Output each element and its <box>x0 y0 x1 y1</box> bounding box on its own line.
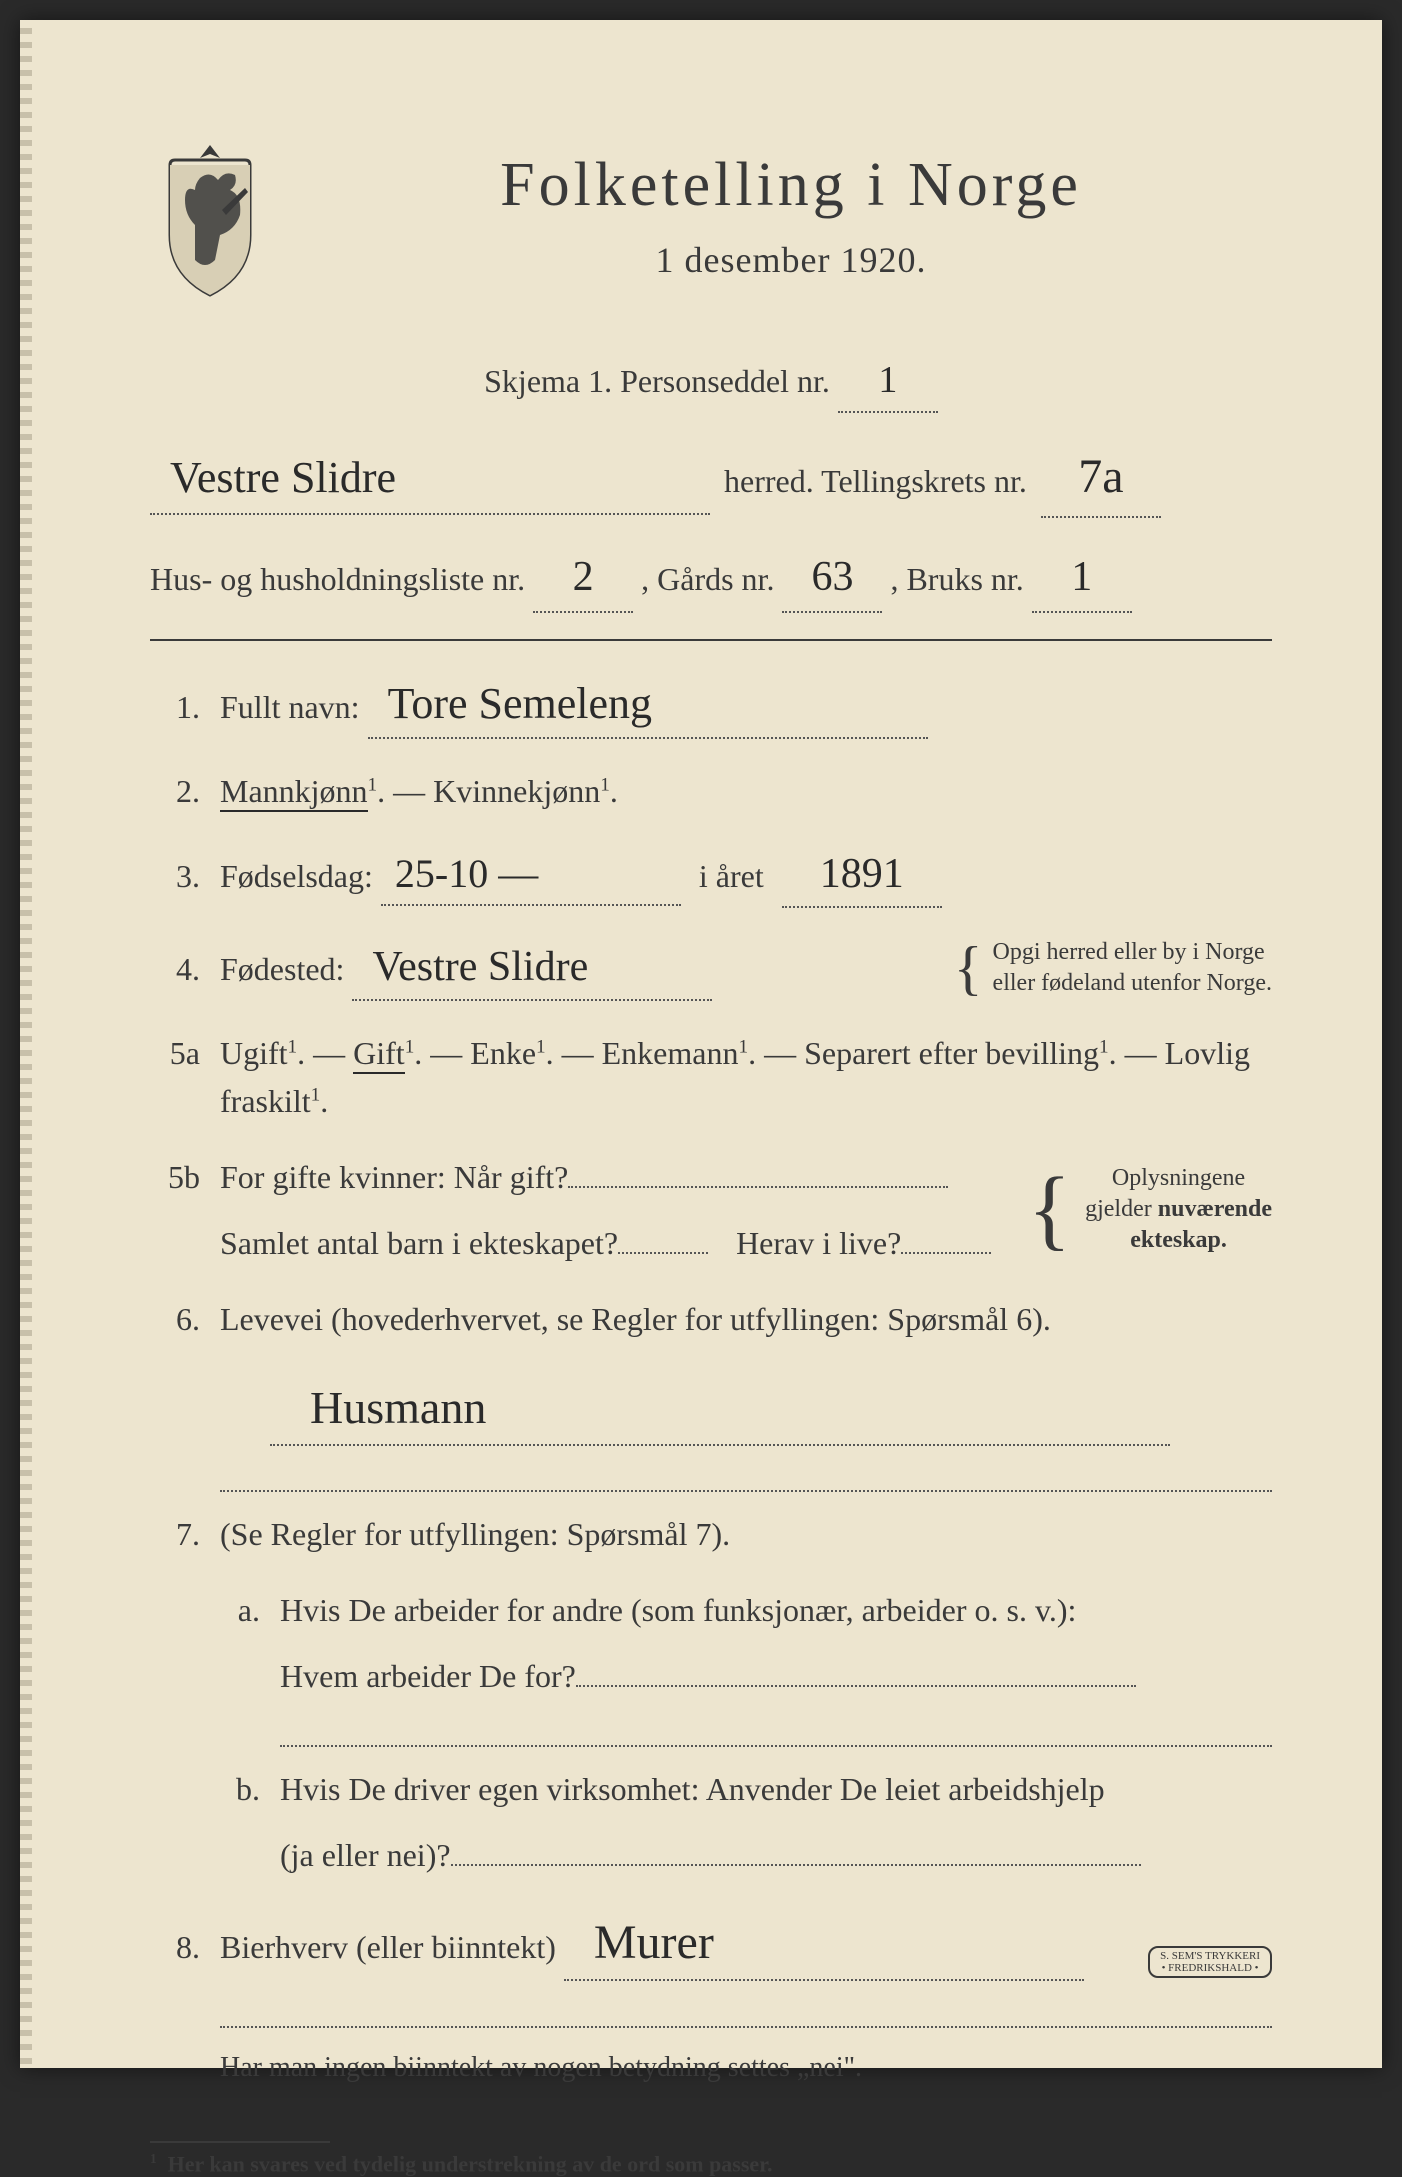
q5a: 5a Ugift1. — Gift1. — Enke1. — Enkemann1… <box>150 1029 1272 1125</box>
q5a-opt: Enkemann <box>602 1035 739 1071</box>
q5b: 5b For gifte kvinner: Når gift? Samlet a… <box>150 1153 1272 1267</box>
footnote-num: 1 <box>150 2151 157 2166</box>
q3-year: 1891 <box>782 843 942 908</box>
q8-label: Bierhverv (eller biinntekt) <box>220 1929 556 1965</box>
skjema-label: Skjema 1. Personseddel nr. <box>484 363 830 399</box>
printer-stamp: S. SEM'S TRYKKERI • FREDRIKSHALD • <box>1148 1946 1272 1978</box>
bruks-nr: 1 <box>1032 544 1132 613</box>
q4-note-b: eller fødeland utenfor Norge. <box>993 968 1272 999</box>
q1-label: Fullt navn: <box>220 689 360 725</box>
q3: 3. Fødselsdag: 25-10 — i året 1891 <box>150 843 1272 908</box>
q7-num: 7. <box>150 1510 200 1558</box>
q1-value: Tore Semeleng <box>368 671 928 739</box>
q2-sep: . — <box>377 773 433 809</box>
q3-num: 3. <box>150 852 200 900</box>
stamp-a: S. SEM'S TRYKKERI <box>1160 1950 1260 1962</box>
q1: 1. Fullt navn: Tore Semeleng <box>150 671 1272 739</box>
personseddel-nr: 1 <box>838 350 938 413</box>
q2-mann: Mannkjønn <box>220 773 368 812</box>
q5b-note-b: gjelder gjelder nuværendenuværende <box>1085 1194 1272 1225</box>
q5b-num: 5b <box>150 1153 200 1201</box>
q2-kvinne: Kvinnekjønn <box>433 773 600 809</box>
skjema-line: Skjema 1. Personseddel nr. 1 <box>150 350 1272 413</box>
tail-note: Har man ingen biinntekt av nogen betydni… <box>150 2046 1272 2091</box>
q2-sup2: 1 <box>600 774 610 795</box>
brace-icon: { <box>954 944 983 992</box>
tellingskrets-nr: 7a <box>1041 439 1161 518</box>
hus-line: Hus- og husholdningsliste nr. 2 , Gårds … <box>150 544 1272 613</box>
bruks-label: , Bruks nr. <box>890 561 1023 597</box>
blank-line <box>280 1728 1272 1747</box>
q5b-note-c: ekteskap. <box>1085 1225 1272 1256</box>
q5a-num: 5a <box>150 1029 200 1077</box>
q3-label-b: i året <box>699 858 764 894</box>
q6: 6. Levevei (hovederhvervet, se Regler fo… <box>150 1295 1272 1343</box>
q5b-line2b: Herav i live? <box>736 1225 901 1261</box>
q5a-opt: Ugift <box>220 1035 288 1071</box>
q5a-opt: Separert efter bevilling <box>804 1035 1099 1071</box>
q7a-line1: Hvis De arbeider for andre (som funksjon… <box>280 1586 1272 1634</box>
q5a-opt-selected: Gift <box>353 1035 405 1074</box>
q8: 8. Bierhverv (eller biinntekt) Murer <box>150 1907 1272 1981</box>
q6-answer-line: Husmann <box>150 1371 1272 1447</box>
stamp-b: • FREDRIKSHALD • <box>1160 1962 1260 1974</box>
blank-line <box>220 1472 1272 1491</box>
q6-value: Husmann <box>270 1371 1170 1447</box>
q3-label-a: Fødselsdag: <box>220 858 373 894</box>
title-block: Folketelling i Norge 1 desember 1920. <box>310 140 1272 281</box>
q4-num: 4. <box>150 945 200 993</box>
q2-num: 2. <box>150 767 200 815</box>
brace-icon: { <box>1028 1174 1071 1246</box>
gards-label: , Gårds nr. <box>641 561 774 597</box>
q7b-line2: (ja eller nei)? <box>280 1837 451 1873</box>
q7b: b. Hvis De driver egen virksomhet: Anven… <box>150 1765 1272 1879</box>
q6-label: Levevei (hovederhvervet, se Regler for u… <box>220 1301 1051 1337</box>
herred-label: herred. Tellingskrets nr. <box>724 456 1027 507</box>
coat-of-arms-icon <box>150 140 270 300</box>
q4-note-a: Opgi herred eller by i Norge <box>993 937 1272 968</box>
q8-value: Murer <box>564 1907 1084 1981</box>
q7a: a. Hvis De arbeider for andre (som funks… <box>150 1586 1272 1700</box>
divider <box>150 639 1272 641</box>
q2: 2. Mannkjønn1. — Kvinnekjønn1. <box>150 767 1272 815</box>
q7b-num: b. <box>220 1765 260 1813</box>
form-body: Skjema 1. Personseddel nr. 1 Vestre Slid… <box>150 350 1272 2177</box>
main-title: Folketelling i Norge <box>310 150 1272 221</box>
header: Folketelling i Norge 1 desember 1920. <box>150 140 1272 300</box>
q4-label: Fødested: <box>220 951 344 987</box>
hus-label: Hus- og husholdningsliste nr. <box>150 561 525 597</box>
q5a-opt: Enke <box>470 1035 536 1071</box>
q1-num: 1. <box>150 683 200 731</box>
census-form-page: Folketelling i Norge 1 desember 1920. Sk… <box>20 20 1382 2068</box>
q5b-note-a: Oplysningene <box>1085 1163 1272 1194</box>
q7-label: (Se Regler for utfyllingen: Spørsmål 7). <box>220 1516 730 1552</box>
q7a-num: a. <box>220 1586 260 1634</box>
hus-nr: 2 <box>533 544 633 613</box>
blank-line <box>220 2009 1272 2028</box>
q5b-line1: For gifte kvinner: Når gift? <box>220 1159 568 1195</box>
q7a-line2: Hvem arbeider De for? <box>280 1658 576 1694</box>
q4-value: Vestre Slidre <box>352 936 712 1001</box>
q4-note: Opgi herred eller by i Norge eller fødel… <box>993 937 1272 999</box>
q7b-line1: Hvis De driver egen virksomhet: Anvender… <box>280 1765 1272 1813</box>
subtitle: 1 desember 1920. <box>310 239 1272 281</box>
q4: 4. Fødested: Vestre Slidre { Opgi herred… <box>150 936 1272 1001</box>
q3-day: 25-10 — <box>381 844 681 906</box>
q5b-note: Oplysningene gjelder gjelder nuværendenu… <box>1085 1163 1272 1257</box>
footnote: 1 Her kan svares ved tydelig understrekn… <box>150 2131 1272 2177</box>
herred-name: Vestre Slidre <box>150 443 710 515</box>
q7: 7. (Se Regler for utfyllingen: Spørsmål … <box>150 1510 1272 1558</box>
footnote-text: Her kan svares ved tydelig understreknin… <box>168 2151 773 2176</box>
q2-sup1: 1 <box>368 774 378 795</box>
q5b-line2a: Samlet antal barn i ekteskapet? <box>220 1225 618 1261</box>
q6-num: 6. <box>150 1295 200 1343</box>
herred-line: Vestre Slidre herred. Tellingskrets nr. … <box>150 439 1272 518</box>
gards-nr: 63 <box>782 544 882 613</box>
q8-num: 8. <box>150 1923 200 1971</box>
